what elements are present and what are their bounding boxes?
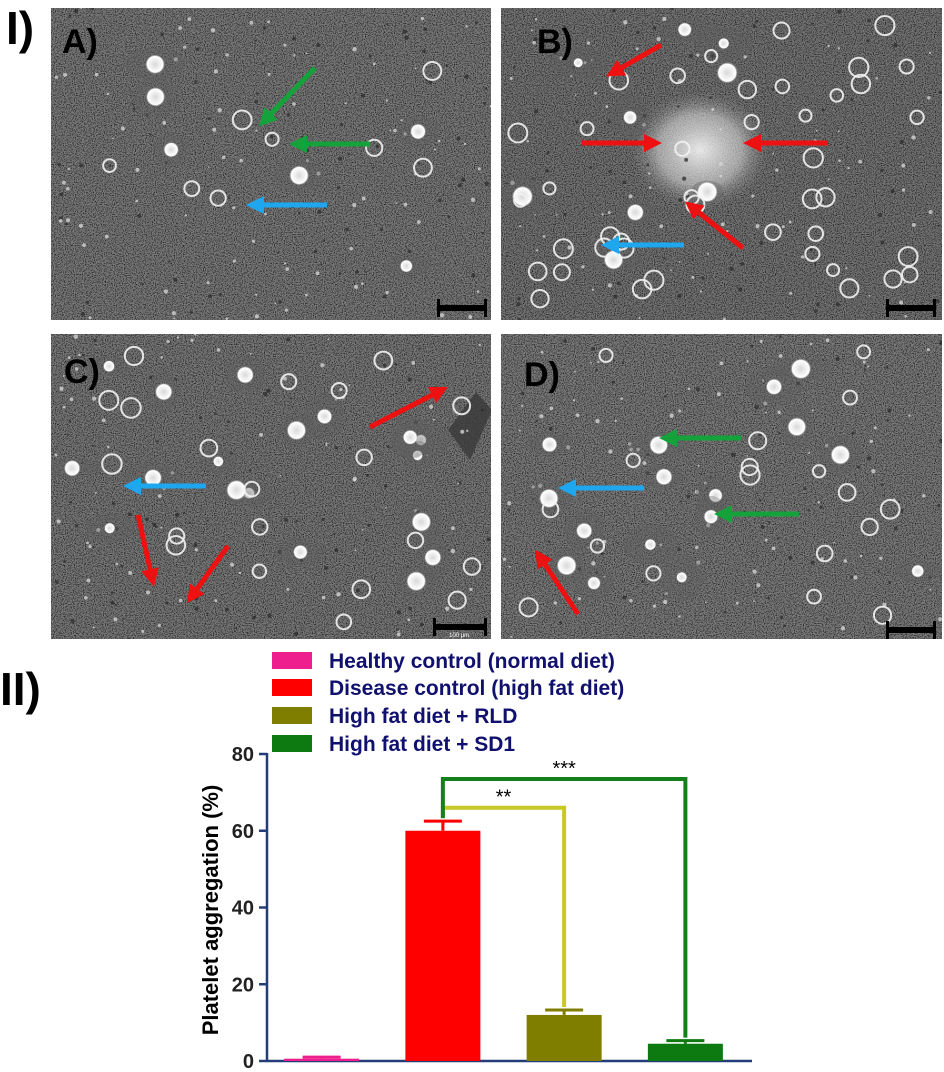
scale-bar: [437, 305, 487, 311]
significance-label: ***: [552, 758, 576, 780]
significance-label: **: [496, 787, 512, 809]
arrow-group: [535, 429, 799, 616]
legend-label-disease: Disease control (high fat diet): [329, 677, 624, 700]
red-arrow: [606, 42, 663, 77]
legend-swatch-rld: [272, 707, 312, 724]
red-arrow: [535, 549, 581, 616]
legend-label-rld: High fat diet + RLD: [329, 705, 517, 728]
chart-legend: Healthy control (normal diet) Disease co…: [272, 650, 624, 756]
red-arrow: [684, 201, 745, 250]
part-two-label: II): [0, 663, 41, 715]
micrograph-panel-a: A): [51, 8, 491, 320]
scale-bar: [886, 627, 936, 633]
arrow-group: [582, 42, 828, 254]
scale-bar: [433, 624, 487, 630]
panel-label-d: D): [524, 356, 560, 394]
legend-swatch-disease: [272, 679, 312, 696]
micrograph-texture: [51, 8, 491, 320]
legend-swatch-healthy: [272, 652, 312, 669]
legend-label-healthy: Healthy control (normal diet): [329, 650, 615, 673]
green-arrow: [258, 66, 317, 127]
micrograph-texture: [51, 334, 491, 639]
red-arrow: [186, 544, 231, 604]
bar: [284, 1058, 360, 1061]
y-tick-label: 80: [232, 744, 254, 766]
y-tick-label: 20: [232, 974, 254, 996]
micrograph-panel-d: D): [501, 334, 942, 639]
y-tick-label: 40: [232, 898, 254, 920]
micrograph-panel-c: 100 μm C): [51, 334, 491, 639]
y-axis-label: Platelet aggregation (%): [198, 785, 223, 1036]
y-tick-label: 60: [232, 821, 254, 843]
micrograph-texture: [501, 8, 942, 320]
arrow-group: [123, 386, 449, 604]
red-arrow: [368, 386, 449, 430]
scale-bar: [886, 305, 936, 311]
legend-label-sd1: High fat diet + SD1: [329, 733, 515, 756]
bar: [526, 1014, 602, 1061]
micrograph-panel-b: B): [501, 8, 942, 320]
scale-bar-text: 100 μm: [449, 633, 469, 639]
bar: [647, 1043, 723, 1061]
part-one-label: I): [6, 2, 34, 54]
y-tick-label: 0: [243, 1051, 254, 1072]
micrograph-texture: [501, 334, 942, 639]
arrow-group: [246, 66, 370, 214]
bar: [405, 830, 481, 1061]
panel-label-a: A): [62, 23, 98, 61]
panel-label-c: C): [64, 353, 100, 391]
significance-bracket: [440, 776, 688, 1038]
red-arrow: [135, 514, 159, 587]
panel-label-b: B): [537, 23, 573, 61]
legend-swatch-sd1: [272, 735, 312, 752]
